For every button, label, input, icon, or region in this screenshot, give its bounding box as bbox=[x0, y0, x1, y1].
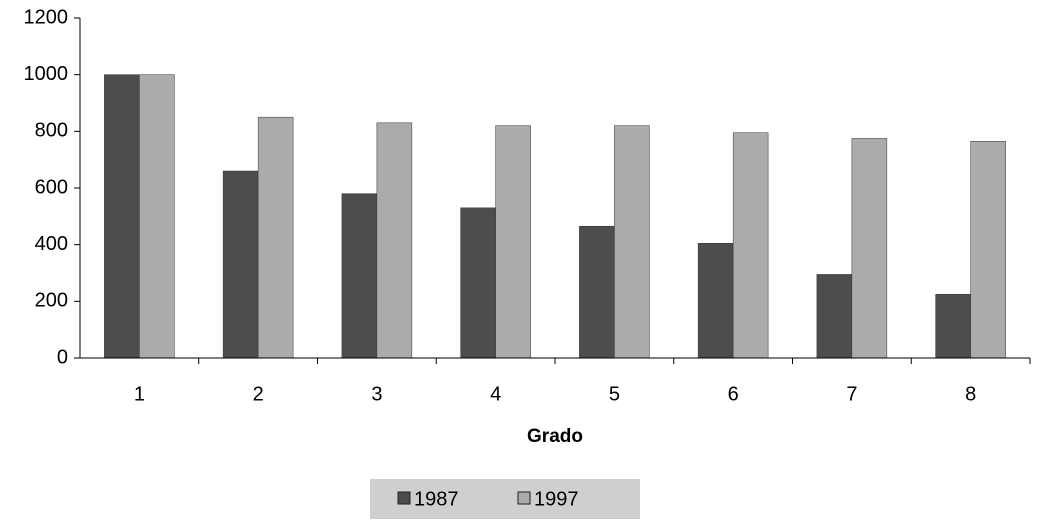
x-axis-label: Grado bbox=[527, 426, 583, 447]
y-tick-label: 400 bbox=[35, 233, 68, 255]
bar bbox=[341, 193, 378, 359]
bar bbox=[970, 141, 1006, 359]
bar bbox=[935, 294, 971, 359]
x-tick-label: 4 bbox=[490, 383, 501, 405]
bar bbox=[816, 274, 853, 359]
bar bbox=[376, 122, 413, 359]
y-tick-label: 1200 bbox=[24, 6, 69, 28]
x-tick-label: 6 bbox=[728, 383, 739, 405]
y-tick-label: 600 bbox=[35, 176, 68, 198]
legend-swatch bbox=[517, 491, 531, 505]
bar bbox=[495, 125, 531, 359]
y-tick-label: 0 bbox=[57, 346, 68, 368]
legend-label: 1997 bbox=[534, 488, 579, 510]
x-tick-label: 5 bbox=[609, 383, 620, 405]
x-tick-label: 3 bbox=[371, 383, 382, 405]
legend-box bbox=[370, 479, 640, 519]
bar bbox=[697, 243, 734, 359]
bar bbox=[851, 138, 888, 359]
bar bbox=[579, 226, 615, 359]
bar bbox=[222, 170, 259, 359]
bar bbox=[460, 207, 496, 359]
legend-label: 1987 bbox=[414, 488, 459, 510]
y-tick-label: 1000 bbox=[24, 63, 69, 85]
x-tick-label: 7 bbox=[846, 383, 857, 405]
legend-swatch bbox=[397, 491, 411, 505]
x-tick-label: 1 bbox=[134, 383, 145, 405]
bar bbox=[104, 74, 140, 359]
x-tick-label: 2 bbox=[253, 383, 264, 405]
bar bbox=[257, 116, 294, 359]
x-tick-label: 8 bbox=[965, 383, 976, 405]
bar bbox=[614, 125, 650, 359]
y-tick-label: 800 bbox=[35, 120, 68, 142]
y-tick-label: 200 bbox=[35, 290, 68, 312]
bar bbox=[139, 74, 175, 359]
bar bbox=[732, 132, 769, 359]
